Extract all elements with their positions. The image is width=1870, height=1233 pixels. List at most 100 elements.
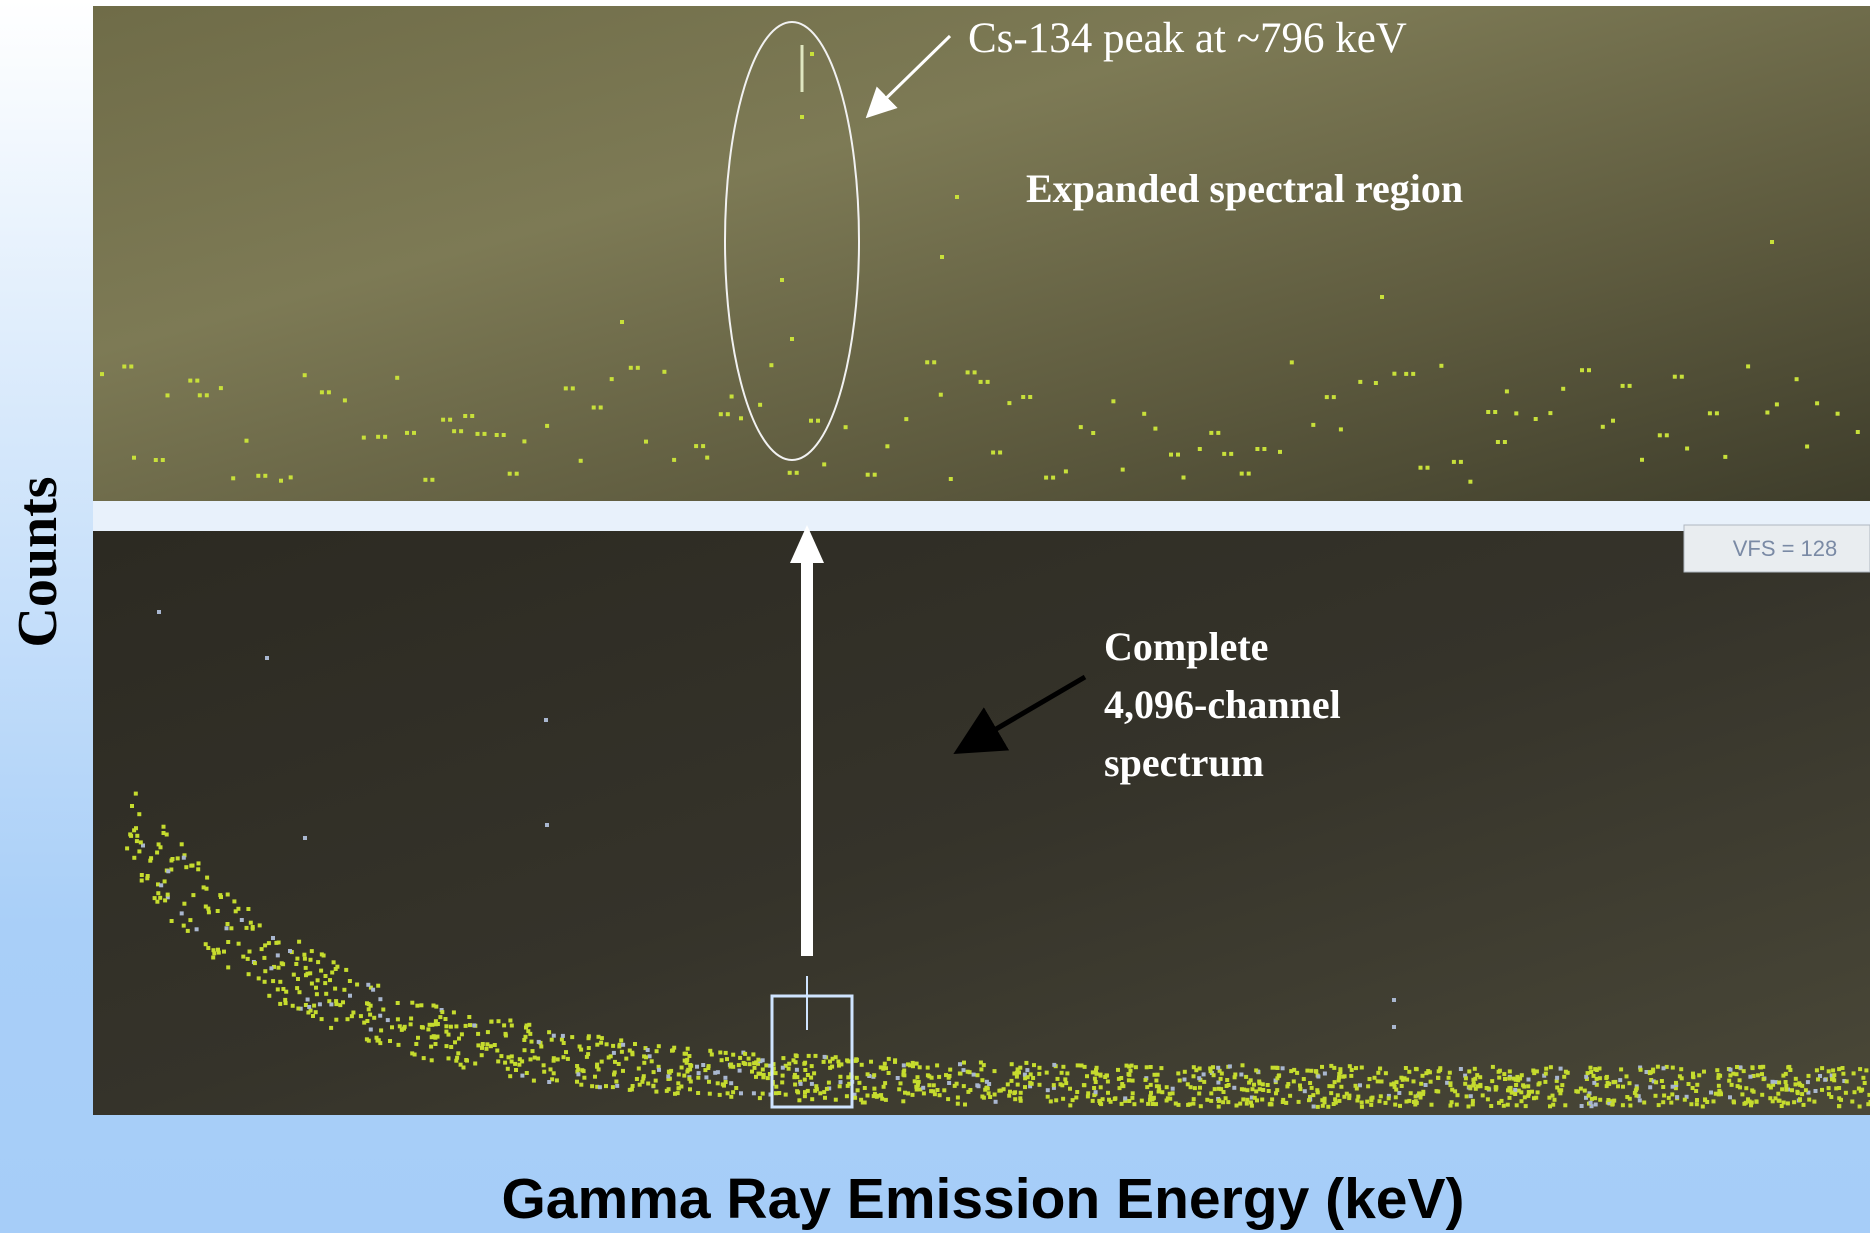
- dot: [1258, 1081, 1262, 1085]
- dot: [1208, 1066, 1212, 1070]
- dot: [343, 398, 347, 402]
- dot: [1260, 1098, 1264, 1102]
- dot: [882, 1085, 886, 1089]
- dot: [1127, 1078, 1131, 1082]
- dot: [122, 365, 126, 369]
- dot: [587, 1046, 591, 1050]
- dot: [1111, 399, 1115, 403]
- dot: [314, 986, 318, 990]
- dot: [676, 1081, 680, 1085]
- dot: [205, 876, 209, 880]
- dot: [490, 1020, 494, 1024]
- dot: [859, 1098, 863, 1102]
- dot: [1007, 401, 1011, 405]
- dot: [409, 1017, 413, 1021]
- dot: [134, 792, 138, 796]
- dot: [834, 1055, 838, 1059]
- dot: [1616, 1084, 1620, 1088]
- dot: [1013, 1097, 1017, 1101]
- dot: [730, 395, 734, 399]
- dot: [182, 902, 186, 906]
- dot: [1051, 476, 1055, 480]
- dot: [911, 1093, 915, 1097]
- dot: [1269, 1102, 1273, 1106]
- dot: [612, 1051, 616, 1055]
- dot: [529, 1057, 533, 1061]
- dot: [271, 979, 275, 983]
- dot: [1006, 1082, 1010, 1086]
- dot: [621, 1043, 625, 1047]
- dot: [414, 1042, 418, 1046]
- dot: [620, 1050, 624, 1054]
- dot: [1182, 476, 1186, 480]
- dot: [839, 1080, 843, 1084]
- dot: [1121, 468, 1125, 472]
- dot: [140, 879, 144, 883]
- dot: [1762, 1077, 1766, 1081]
- dot: [544, 718, 548, 722]
- dot: [278, 980, 282, 984]
- dot: [330, 971, 334, 975]
- dot: [1131, 1091, 1135, 1095]
- dot: [1338, 1070, 1342, 1074]
- dot: [1342, 1095, 1346, 1099]
- dot: [397, 1043, 401, 1047]
- dot: [813, 1089, 817, 1093]
- dot: [1502, 1104, 1506, 1108]
- dot: [784, 1093, 788, 1097]
- dot: [1371, 1096, 1375, 1100]
- dot: [672, 458, 676, 462]
- dot: [1071, 1098, 1075, 1102]
- dot: [518, 1057, 522, 1061]
- dot: [480, 1046, 484, 1050]
- complete-annotation: spectrum: [1104, 740, 1264, 785]
- dot: [149, 856, 153, 860]
- dot: [614, 1080, 618, 1084]
- dot: [743, 1052, 747, 1056]
- dot: [1679, 1067, 1683, 1071]
- dot: [415, 1004, 419, 1008]
- dot: [323, 981, 327, 985]
- dot: [605, 1042, 609, 1046]
- dot: [1605, 1084, 1609, 1088]
- dot: [1702, 1070, 1706, 1074]
- dot: [739, 416, 743, 420]
- dot: [1329, 1064, 1333, 1068]
- dot: [485, 1047, 489, 1051]
- dot: [517, 1063, 521, 1067]
- dot: [1378, 1067, 1382, 1071]
- dot: [1349, 1074, 1353, 1078]
- dot: [1091, 1099, 1095, 1103]
- dot: [729, 1095, 733, 1099]
- dot: [904, 417, 908, 421]
- dot: [1732, 1100, 1736, 1104]
- dot: [276, 987, 280, 991]
- dot: [216, 909, 220, 913]
- dot: [1068, 1087, 1072, 1091]
- dot: [503, 1061, 507, 1065]
- dot: [1037, 1072, 1041, 1076]
- dot: [1717, 1089, 1721, 1093]
- dot: [1735, 1065, 1739, 1069]
- dot: [320, 390, 324, 394]
- dot: [790, 337, 794, 341]
- dot: [459, 429, 463, 433]
- dot: [295, 957, 299, 961]
- dot: [180, 911, 184, 915]
- dot: [597, 1067, 601, 1071]
- dot: [1061, 1097, 1065, 1101]
- dot: [1459, 1067, 1463, 1071]
- dot: [1209, 1099, 1213, 1103]
- dot: [212, 948, 216, 952]
- dot: [1794, 1082, 1798, 1086]
- dot: [545, 424, 549, 428]
- dot: [1491, 1065, 1495, 1069]
- dot: [525, 1071, 529, 1075]
- dot: [398, 1024, 402, 1028]
- dot: [454, 1024, 458, 1028]
- dot: [390, 1025, 394, 1029]
- dot: [695, 1065, 699, 1069]
- dot: [1063, 1077, 1067, 1081]
- dot: [281, 962, 285, 966]
- dot: [246, 957, 250, 961]
